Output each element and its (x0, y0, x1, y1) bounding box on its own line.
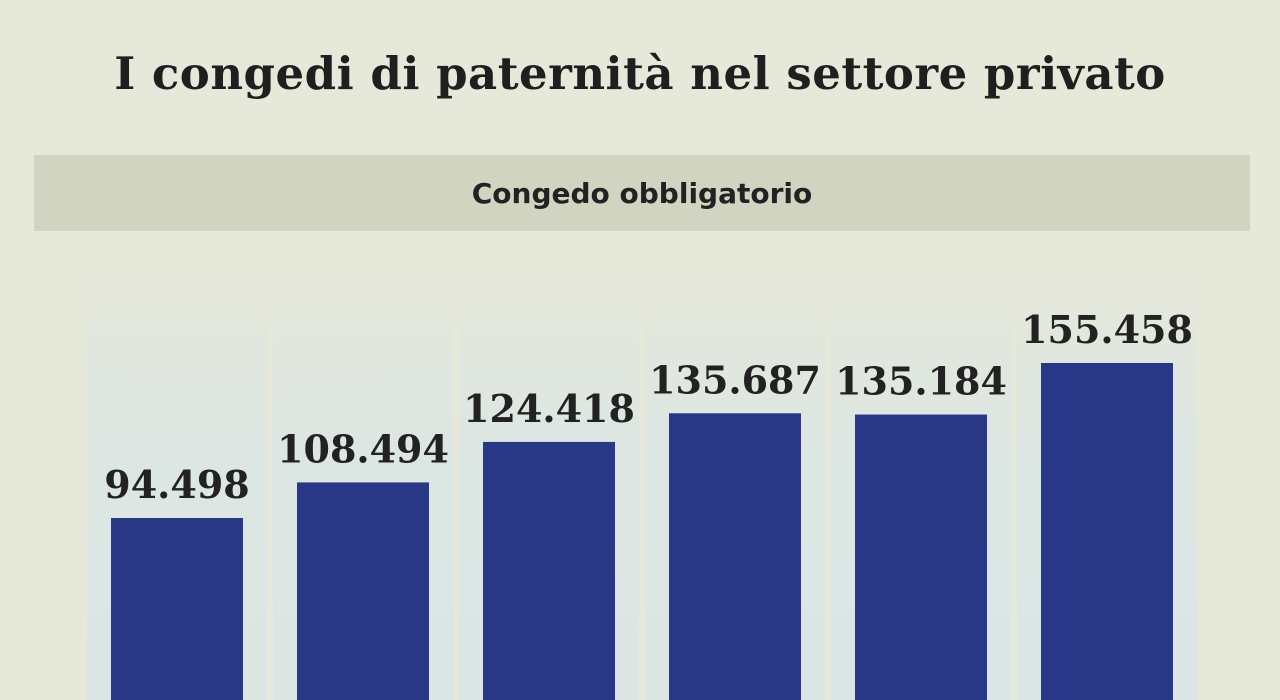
bars-layer: 94.498 108.494 124.418 135.687 135.184 155.45… (87, 262, 1197, 700)
bar-2 (297, 482, 429, 700)
bar-value-label-1: 94.498 (104, 462, 249, 507)
bar-6 (1041, 363, 1173, 700)
bar-value-label-4: 135.687 (649, 357, 821, 402)
bar-3 (483, 441, 615, 700)
chart-title: I congedi di paternità nel settore priva… (114, 47, 1166, 100)
bar-value-label-3: 124.418 (463, 386, 635, 431)
bar-value-label-5: 135.184 (835, 359, 1007, 404)
bar-1 (111, 518, 243, 700)
bar-5 (855, 414, 987, 700)
bar-4 (669, 413, 801, 700)
chart-subtitle: Congedo obbligatorio (471, 176, 813, 210)
bar-value-label-2: 108.494 (277, 426, 449, 471)
subtitle-band: Congedo obbligatorio (34, 155, 1250, 231)
bar-chart: 94.498 108.494 124.418 135.687 135.184 155.45… (87, 262, 1197, 700)
bar-value-label-6: 155.458 (1021, 307, 1193, 352)
